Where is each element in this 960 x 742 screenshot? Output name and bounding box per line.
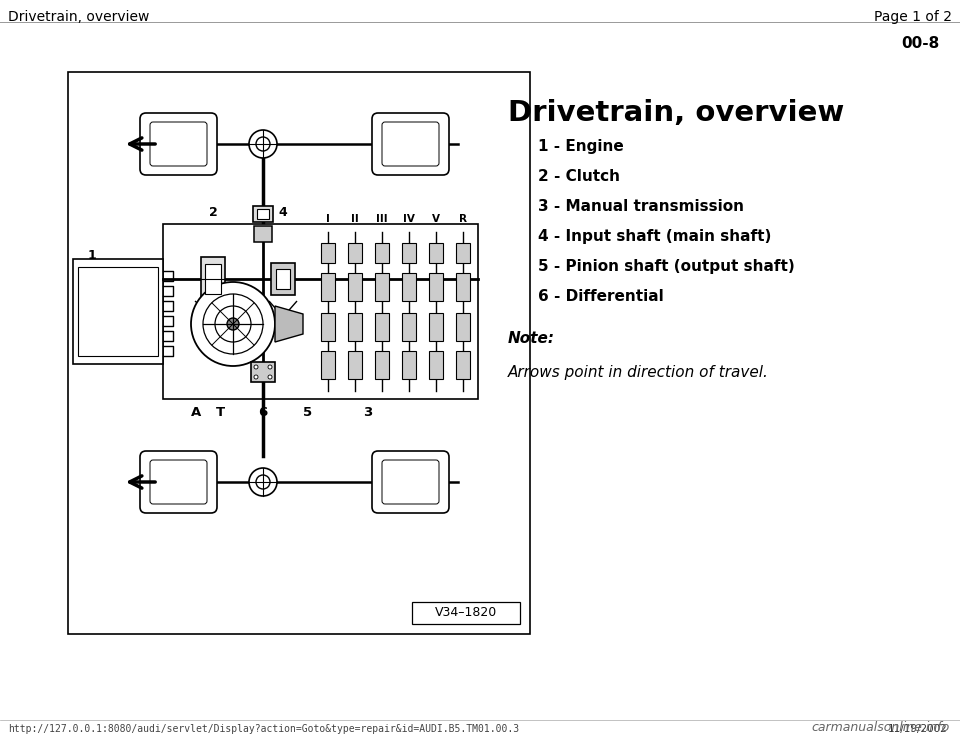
Bar <box>402 313 416 341</box>
Bar <box>402 273 416 301</box>
Circle shape <box>256 137 270 151</box>
Bar <box>456 243 470 263</box>
Text: III: III <box>376 214 388 224</box>
Text: 11/19/2002: 11/19/2002 <box>888 724 948 734</box>
Text: 5 - Pinion shaft (output shaft): 5 - Pinion shaft (output shaft) <box>538 259 795 274</box>
Text: Drivetrain, overview: Drivetrain, overview <box>8 10 150 24</box>
Text: 1: 1 <box>88 249 97 262</box>
Bar <box>429 313 443 341</box>
Bar <box>456 351 470 379</box>
Bar <box>402 243 416 263</box>
Text: 4: 4 <box>278 206 287 219</box>
Bar <box>429 273 443 301</box>
Bar <box>429 351 443 379</box>
Bar <box>456 273 470 301</box>
Text: Drivetrain, overview: Drivetrain, overview <box>508 99 844 127</box>
Text: R: R <box>459 214 467 224</box>
Bar <box>348 351 362 379</box>
Bar <box>205 264 221 294</box>
Text: carmanualsonline.info: carmanualsonline.info <box>812 721 950 734</box>
Text: 2 - Clutch: 2 - Clutch <box>538 169 620 184</box>
Text: Arrows point in direction of travel.: Arrows point in direction of travel. <box>508 365 769 380</box>
Circle shape <box>249 468 277 496</box>
FancyBboxPatch shape <box>150 122 207 166</box>
Text: V: V <box>432 214 440 224</box>
Polygon shape <box>275 306 303 342</box>
Circle shape <box>191 282 275 366</box>
Bar <box>271 263 295 295</box>
Text: II: II <box>351 214 359 224</box>
Bar <box>163 224 478 399</box>
Bar <box>73 259 163 364</box>
Bar <box>254 226 272 242</box>
Bar <box>321 243 335 263</box>
Text: Page 1 of 2: Page 1 of 2 <box>874 10 952 24</box>
Text: 3 - Manual transmission: 3 - Manual transmission <box>538 199 744 214</box>
FancyBboxPatch shape <box>140 451 217 513</box>
Circle shape <box>249 130 277 158</box>
Circle shape <box>203 294 263 354</box>
Circle shape <box>256 475 270 489</box>
Text: 1 - Engine: 1 - Engine <box>538 139 624 154</box>
FancyBboxPatch shape <box>140 113 217 175</box>
Circle shape <box>254 365 258 369</box>
Bar <box>321 351 335 379</box>
Bar <box>375 243 389 263</box>
Bar <box>375 351 389 379</box>
Bar <box>276 269 290 289</box>
Bar <box>412 602 520 624</box>
Bar <box>321 273 335 301</box>
Text: T: T <box>215 406 225 419</box>
Bar <box>348 273 362 301</box>
Bar <box>201 257 225 301</box>
Text: A: A <box>191 406 202 419</box>
FancyBboxPatch shape <box>150 460 207 504</box>
Bar <box>348 243 362 263</box>
Text: Note:: Note: <box>508 331 555 346</box>
Text: 00-8: 00-8 <box>901 36 940 51</box>
Bar <box>375 313 389 341</box>
Bar <box>78 267 158 356</box>
Text: I: I <box>326 214 330 224</box>
Circle shape <box>254 375 258 379</box>
Bar <box>375 273 389 301</box>
Bar <box>68 72 530 634</box>
FancyBboxPatch shape <box>382 122 439 166</box>
Circle shape <box>268 365 272 369</box>
FancyBboxPatch shape <box>372 451 449 513</box>
Bar <box>348 313 362 341</box>
Text: 4 - Input shaft (main shaft): 4 - Input shaft (main shaft) <box>538 229 772 244</box>
Text: 6: 6 <box>258 406 268 419</box>
Text: http://127.0.0.1:8080/audi/servlet/Display?action=Goto&type=repair&id=AUDI.B5.TM: http://127.0.0.1:8080/audi/servlet/Displ… <box>8 724 519 734</box>
Text: 6 - Differential: 6 - Differential <box>538 289 663 304</box>
Bar <box>251 362 275 382</box>
Text: 2: 2 <box>208 206 217 219</box>
Bar <box>321 313 335 341</box>
FancyBboxPatch shape <box>382 460 439 504</box>
FancyBboxPatch shape <box>372 113 449 175</box>
Circle shape <box>227 318 239 330</box>
Bar <box>253 206 273 222</box>
Circle shape <box>215 306 251 342</box>
Bar <box>456 313 470 341</box>
Bar <box>429 243 443 263</box>
Text: 3: 3 <box>364 406 372 419</box>
Bar <box>257 209 269 219</box>
Text: V34–1820: V34–1820 <box>435 606 497 620</box>
Circle shape <box>268 375 272 379</box>
Text: IV: IV <box>403 214 415 224</box>
Bar <box>402 351 416 379</box>
Text: 5: 5 <box>303 406 313 419</box>
